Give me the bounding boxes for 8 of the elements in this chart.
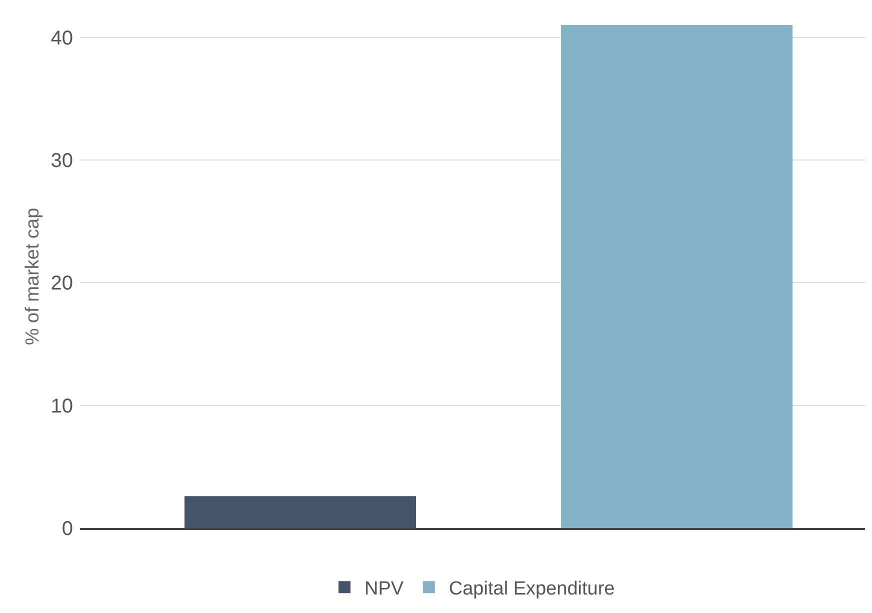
y-tick-label: 30 bbox=[50, 150, 73, 172]
legend-label: Capital Expenditure bbox=[448, 578, 615, 600]
y-tick-label: 20 bbox=[50, 272, 73, 295]
y-tick-label: 10 bbox=[50, 395, 73, 418]
y-axis-title: % of market cap bbox=[22, 208, 44, 346]
y-tick-label: 40 bbox=[50, 27, 73, 50]
y-tick-label: 0 bbox=[62, 518, 73, 540]
legend-label: NPV bbox=[364, 578, 404, 600]
